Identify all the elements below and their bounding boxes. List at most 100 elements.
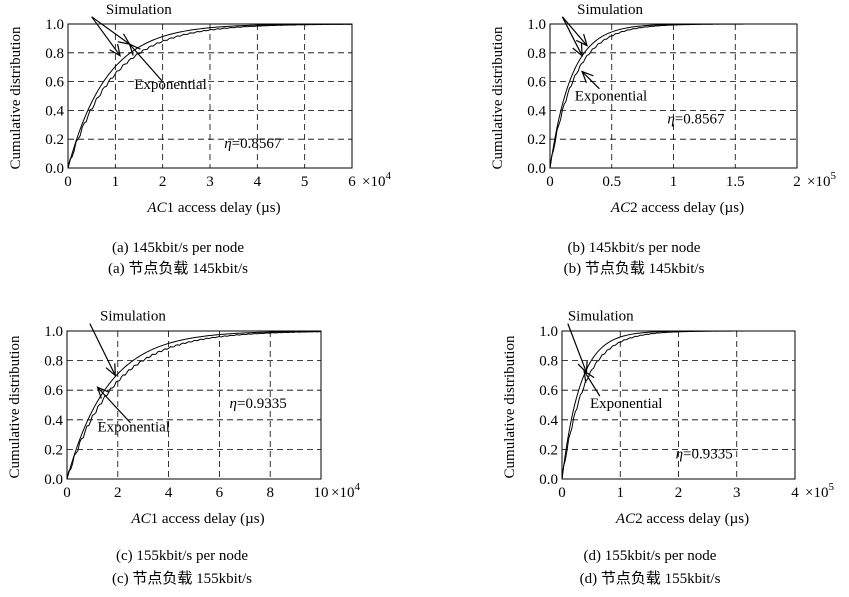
x-axis-label-rest: 2 access delay (µs)	[635, 511, 749, 527]
x-tick-label: 4	[254, 174, 262, 190]
x-tick-label: 6	[216, 485, 224, 501]
y-tick-label: 0.2	[45, 132, 64, 148]
y-axis-label: Cumulative distribution	[502, 335, 518, 478]
eta-symbol: η	[230, 396, 237, 412]
simulation-arrow-head	[109, 43, 121, 57]
x-axis-label-italic: AC	[130, 511, 151, 527]
y-tick-label: 1.0	[539, 324, 558, 340]
y-tick-label: 0.6	[44, 383, 63, 399]
y-tick-label: 1.0	[45, 17, 64, 33]
exponential-arrow	[129, 43, 164, 82]
y-tick-label: 1.0	[44, 324, 63, 340]
x-multiplier-exponent: 5	[828, 481, 834, 493]
x-axis-label-rest: 2 access delay (µs)	[630, 200, 744, 216]
y-tick-label: 1.0	[527, 17, 546, 33]
simulation-label: Simulation	[577, 2, 643, 18]
exponential-curve	[66, 330, 322, 480]
eta-symbol: η	[667, 111, 674, 127]
simulation-label: Simulation	[106, 2, 172, 18]
exponential-arrow	[581, 71, 600, 90]
simulation-arrow	[561, 16, 588, 46]
chart-panel-1: 0 1 2 3 4 5 6 0.0 0.2 0.4 0.6 0.8 1.0 ×104 Cumulative …	[8, 2, 391, 277]
simulation-arrow-head	[572, 43, 583, 57]
y-tick-label: 0.4	[539, 413, 558, 429]
simulation-arrow	[561, 16, 583, 56]
plot-frame	[561, 330, 796, 480]
x-axis-label-rest: 1 access delay (µs)	[151, 511, 265, 527]
x-tick-label: 10	[314, 485, 329, 501]
x-multiplier-exponent: 5	[830, 170, 836, 182]
x-axis-label: AC1 access delay (µs)	[130, 511, 264, 527]
exponential-label: Exponential	[590, 396, 662, 412]
simulation-arrow	[567, 323, 588, 373]
x-multiplier: ×104	[362, 170, 391, 190]
plot-frame	[67, 23, 353, 169]
exponential-label: Exponential	[97, 420, 169, 436]
x-axis-label: AC2 access delay (µs)	[615, 511, 749, 527]
exponential-arrow-head	[96, 386, 109, 399]
eta-value: =0.8567	[232, 136, 282, 152]
eta-value: =0.9335	[683, 446, 733, 462]
y-axis-label: Cumulative distribution	[8, 26, 24, 169]
exponential-arrow-head	[128, 43, 141, 56]
exponential-label: Exponential	[575, 88, 647, 104]
plot-frame	[549, 23, 798, 169]
x-tick-label: 1	[617, 485, 625, 501]
exponential-arrow	[97, 386, 131, 424]
eta-annotation: η=0.8567	[224, 136, 282, 152]
y-tick-label: 0.6	[527, 75, 546, 91]
chart-panel-4: 0 1 2 3 4 0.0 0.2 0.4 0.6 0.8 1.0 ×105 Cumulative di…	[502, 309, 834, 587]
eta-value: =0.8567	[675, 111, 725, 127]
eta-annotation: η=0.8567	[667, 111, 725, 127]
x-tick-label: 1	[670, 174, 678, 190]
y-tick-label: 0.8	[45, 46, 64, 62]
eta-value: =0.9335	[237, 396, 287, 412]
exponential-label: Exponential	[134, 77, 206, 93]
x-axis-label: AC1 access delay (µs)	[146, 200, 280, 216]
x-tick-label: 6	[348, 174, 356, 190]
y-tick-label: 0.6	[539, 383, 558, 399]
x-tick-label: 8	[266, 485, 274, 501]
x-tick-label: 0	[546, 174, 554, 190]
y-tick-label: 0.0	[45, 161, 64, 177]
x-tick-label: 0	[64, 174, 72, 190]
simulation-label: Simulation	[568, 309, 634, 325]
x-tick-label: 0.5	[602, 174, 621, 190]
x-axis-label-italic: AC	[615, 511, 636, 527]
x-tick-label: 1.5	[726, 174, 745, 190]
chart-panel-2: 0 0.5 1 1.5 2 0.0 0.2 0.4 0.6 0.8 1.0 ×105 Cumulativ…	[490, 2, 836, 277]
simulation-label: Simulation	[100, 309, 166, 325]
simulation-arrow-head	[575, 33, 589, 47]
y-tick-label: 0.8	[527, 46, 546, 62]
y-tick-label: 0.4	[45, 103, 64, 119]
x-multiplier: ×105	[805, 481, 834, 501]
chart-panel-3: 0 2 4 6 8 10 0.0 0.2 0.4 0.6 0.8 1.0 ×104 Cumulative …	[7, 309, 360, 587]
exponential-arrow-head	[581, 70, 594, 83]
y-tick-label: 0.4	[527, 103, 546, 119]
x-tick-label: 2	[675, 485, 683, 501]
x-multiplier: ×104	[331, 481, 360, 501]
x-tick-label: 2	[114, 485, 122, 501]
x-tick-label: 4	[165, 485, 173, 501]
x-tick-label: 2	[793, 174, 801, 190]
x-axis-label: AC2 access delay (µs)	[610, 200, 744, 216]
y-axis-label: Cumulative distribution	[7, 335, 23, 478]
y-tick-label: 0.6	[45, 75, 64, 91]
y-tick-label: 0.2	[527, 132, 546, 148]
caption-english: (b) 145kbit/s per node	[568, 240, 701, 256]
x-axis-label-italic: AC	[146, 200, 167, 216]
plot-frame	[66, 330, 322, 480]
simulation-curve	[67, 23, 353, 169]
y-tick-label: 0.8	[44, 354, 63, 370]
y-tick-label: 0.4	[44, 413, 63, 429]
y-tick-label: 0.0	[527, 161, 546, 177]
eta-annotation: η=0.9335	[230, 396, 287, 412]
x-axis-label-rest: 1 access delay (µs)	[167, 200, 281, 216]
x-tick-label: 2	[159, 174, 167, 190]
x-tick-label: 5	[301, 174, 309, 190]
x-tick-label: 4	[791, 485, 799, 501]
caption-english: (c) 155kbit/s per node	[116, 548, 248, 564]
x-tick-label: 0	[558, 485, 566, 501]
eta-symbol: η	[224, 136, 231, 152]
